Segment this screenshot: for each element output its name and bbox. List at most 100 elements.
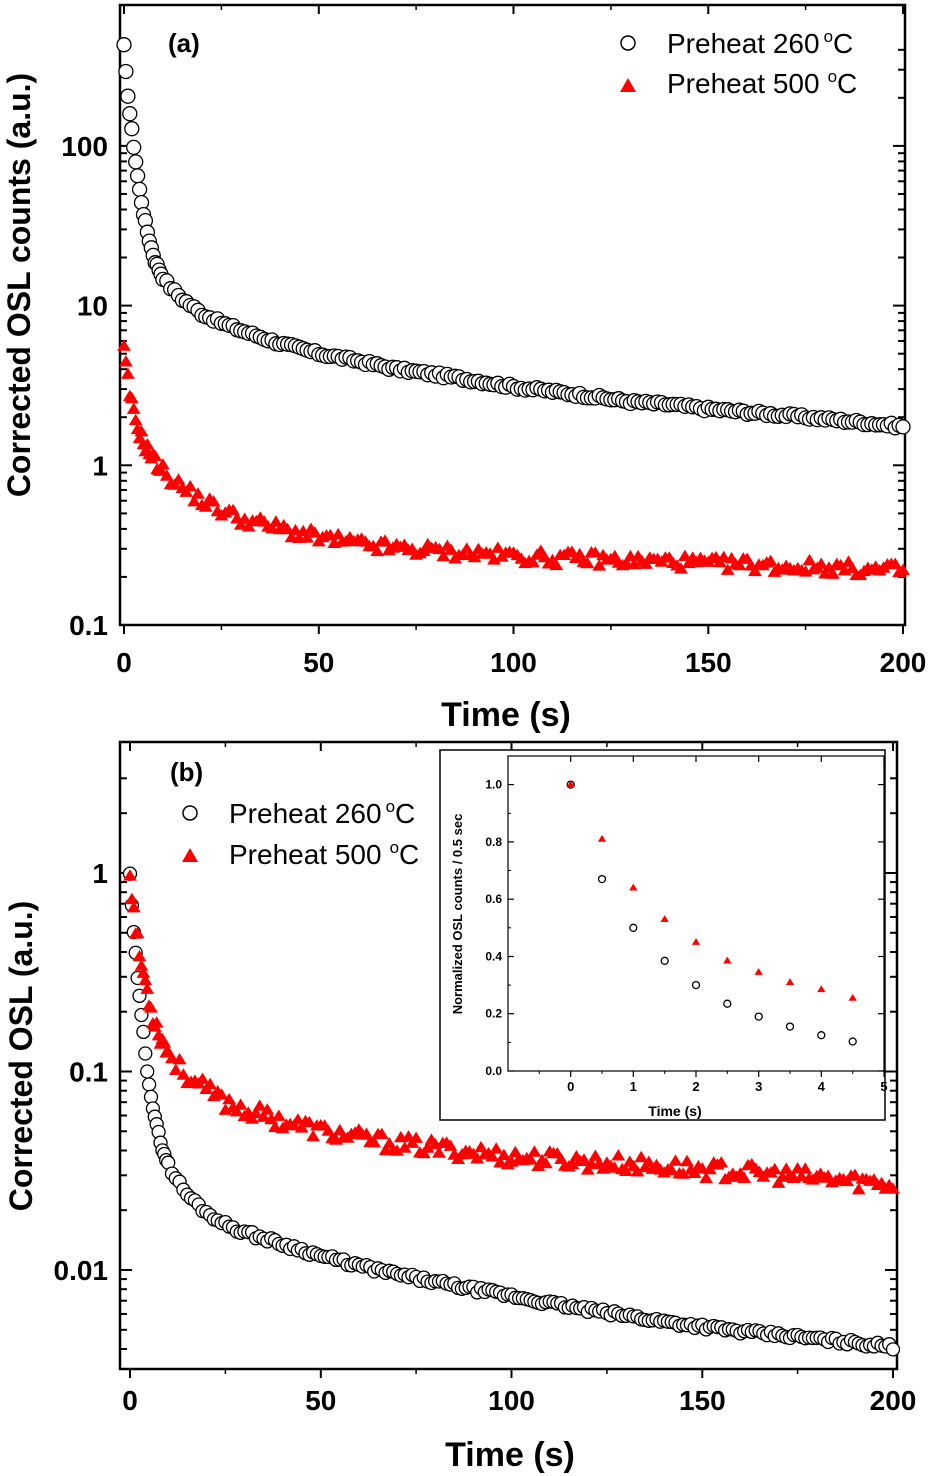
panel-a-y-axis-label: Corrected OSL counts (a.u.): [1, 73, 37, 497]
data-point-triangle: [592, 559, 607, 571]
inset-chart: 0.0 0.2 0.4 0.6 0.8 1.0 0 1 2 3 4 5 Time (s) Norma…: [439, 749, 888, 1121]
data-point-triangle: [370, 544, 385, 557]
data-point-circle: [895, 419, 911, 435]
data-point-triangle: [699, 1171, 713, 1184]
data-point-triangle: [470, 1152, 485, 1164]
inset-x-tick-label: 4: [818, 1079, 826, 1094]
data-point-triangle: [140, 438, 155, 450]
data-point-circle: [129, 168, 146, 184]
data-point-triangle: [359, 1127, 374, 1139]
panel-a-y-ticks: 0.1 1 10 100: [61, 48, 905, 641]
data-point-triangle: [157, 1036, 172, 1048]
data-point-triangle: [851, 1183, 866, 1195]
inset-point-triangle: [785, 978, 795, 985]
data-point-triangle: [144, 1001, 158, 1013]
data-point-triangle: [203, 1077, 217, 1090]
data-point-circle: [128, 154, 144, 170]
inset-point-triangle: [566, 780, 575, 788]
data-point-triangle: [523, 1153, 538, 1165]
panel-a-x-ticks: 0 50 100 150 200: [116, 5, 926, 678]
legend-a-label-500: Preheat 500 oC: [667, 67, 857, 99]
data-point-triangle: [171, 473, 186, 485]
data-point-triangle: [802, 553, 817, 566]
data-point-circle: [118, 63, 134, 80]
data-point-triangle: [565, 1157, 580, 1170]
data-point-triangle: [191, 487, 205, 499]
data-point-triangle: [198, 500, 213, 512]
x-tick-label: 200: [870, 1385, 917, 1416]
data-point-triangle: [117, 339, 131, 351]
inset-point-circle: [691, 980, 701, 990]
data-point-triangle: [577, 1153, 591, 1165]
y-tick-label: 0.1: [69, 1057, 108, 1088]
data-point-circle: [120, 88, 136, 104]
x-tick-label: 150: [679, 1385, 726, 1416]
inset-point-circle: [629, 923, 638, 932]
data-point-circle: [131, 181, 148, 198]
data-point-triangle: [123, 869, 137, 881]
data-point-circle: [136, 1024, 151, 1040]
data-point-triangle: [119, 355, 133, 367]
data-point-triangle: [886, 1182, 900, 1194]
data-point-triangle: [222, 1092, 237, 1105]
data-point-triangle: [627, 557, 642, 570]
data-point-triangle: [214, 1088, 229, 1100]
inset-point-triangle: [629, 883, 638, 891]
data-point-triangle: [896, 563, 910, 575]
data-point-triangle: [668, 1154, 683, 1166]
data-point-circle: [138, 1046, 153, 1061]
data-point-triangle: [249, 1106, 263, 1119]
data-point-triangle: [126, 901, 141, 913]
legend-b-marker-260: [182, 805, 198, 821]
data-point-triangle: [229, 1105, 244, 1117]
data-point-circle: [116, 37, 132, 53]
data-point-triangle: [271, 1109, 286, 1121]
data-point-triangle: [674, 562, 688, 574]
data-point-triangle: [436, 549, 451, 562]
data-point-triangle: [639, 557, 653, 569]
data-point-triangle: [287, 1119, 301, 1131]
inset-outer-frame: [439, 749, 886, 1121]
panel-a-legend: Preheat 260 oC Preheat 500 oC: [620, 27, 857, 99]
data-point-triangle: [134, 425, 149, 437]
data-point-triangle: [596, 1162, 610, 1174]
y-tick-label: 1: [92, 450, 108, 481]
data-point-triangle: [676, 1167, 691, 1179]
data-point-triangle: [154, 464, 168, 476]
data-point-circle: [140, 1064, 155, 1079]
data-point-triangle: [432, 1146, 446, 1158]
data-point-triangle: [588, 546, 603, 558]
inset-y-tick-label: 0.8: [485, 835, 502, 849]
inset-y-tick-label: 0.0: [485, 1064, 502, 1078]
panel-b-label: (b): [170, 757, 203, 787]
data-point-triangle: [664, 1163, 679, 1176]
data-point-triangle: [294, 1121, 309, 1133]
data-point-triangle: [124, 391, 139, 404]
data-point-triangle: [138, 973, 153, 986]
data-point-triangle: [187, 495, 201, 507]
inset-point-circle: [660, 956, 669, 965]
y-tick-label: 0.01: [54, 1255, 109, 1286]
y-tick-label: 1: [92, 858, 108, 889]
data-point-triangle: [826, 567, 840, 579]
panel-a-series-260: [116, 37, 911, 436]
data-point-triangle: [260, 1103, 275, 1115]
legend-a-marker-260: [620, 35, 636, 51]
data-point-triangle: [580, 556, 595, 569]
data-point-triangle: [497, 1148, 511, 1160]
data-point-triangle: [378, 534, 392, 546]
inset-point-triangle: [723, 956, 732, 964]
data-point-triangle: [149, 1016, 164, 1028]
inset-y-axis-label: Normalized OSL counts / 0.5 sec: [450, 814, 465, 1015]
data-point-triangle: [130, 926, 145, 939]
inset-point-triangle: [848, 993, 857, 1001]
data-point-triangle: [680, 1154, 694, 1167]
data-point-triangle: [397, 1141, 412, 1153]
inset-point-triangle: [597, 834, 607, 842]
inset-point-circle: [723, 999, 732, 1008]
data-point-triangle: [256, 1110, 271, 1122]
data-point-triangle: [767, 1162, 782, 1175]
data-point-triangle: [252, 1099, 267, 1111]
inset-series-500: [566, 780, 857, 1001]
